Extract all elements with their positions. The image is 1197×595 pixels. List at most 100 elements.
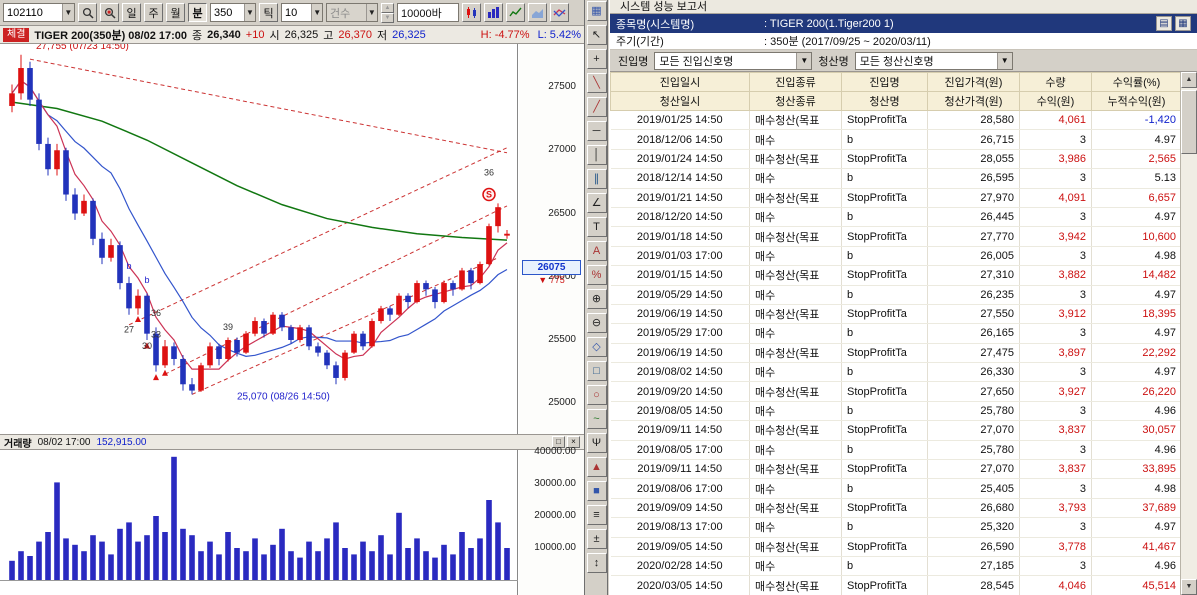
chevron-down-icon[interactable]: ▼ <box>244 4 255 21</box>
minute-input[interactable] <box>211 4 245 21</box>
col-qty[interactable]: 수량 <box>1019 72 1092 92</box>
minute-combo[interactable]: ▼ <box>210 3 256 22</box>
table-row[interactable]: 2019/01/15 14:50 매수청산(목표 StopProfitTa 27,31… <box>610 265 1180 286</box>
bar-chart-button[interactable] <box>484 3 503 22</box>
chart-search-button[interactable] <box>100 3 119 22</box>
print-icon[interactable]: ▤ <box>1156 16 1172 31</box>
price-axis[interactable]: 27500 27000 26500 26000 25500 25000 26075 ▼ 775 <box>519 44 584 434</box>
scroll-down-icon[interactable]: ▼ <box>1181 579 1197 595</box>
table-row[interactable]: 2019/08/02 14:50 매수 b 26,330 3 4.97 <box>610 362 1180 383</box>
period-day-button[interactable]: 일 <box>122 3 141 22</box>
area-chart-button[interactable] <box>528 3 547 22</box>
line-chart-button[interactable] <box>506 3 525 22</box>
symbol-input[interactable] <box>4 4 62 21</box>
col-entry-type[interactable]: 진입종류 <box>749 72 842 92</box>
crosshair-icon[interactable]: + <box>586 49 607 69</box>
angle-line-icon[interactable]: ∠ <box>586 193 607 213</box>
volume-axis[interactable]: 40000.00 30000.00 20000.00 10000.00 <box>519 446 584 595</box>
chevron-down-icon[interactable]: ▼ <box>61 4 74 21</box>
table-row[interactable]: 2019/09/05 14:50 매수청산(목표 StopProfitTa 26,59… <box>610 537 1180 557</box>
table-row[interactable]: 2020/02/28 14:50 매수 b 27,185 3 4.96 <box>610 556 1180 577</box>
price-plot[interactable]: 27,755 (07/23 14:50) 25,070 (08/26 14:50)… <box>0 41 518 434</box>
square-marker-icon[interactable]: ■ <box>586 481 607 501</box>
col-entry-price[interactable]: 진입가격(원) <box>927 72 1020 92</box>
table-row[interactable]: 2018/12/20 14:50 매수 b 26,445 3 4.97 <box>610 207 1180 228</box>
table-row[interactable]: 2018/12/14 14:50 매수 b 26,595 3 5.13 <box>610 168 1180 189</box>
scroll-up-icon[interactable]: ▲ <box>1181 72 1197 88</box>
table-row[interactable]: 2018/12/06 14:50 매수 b 26,715 3 4.97 <box>610 129 1180 150</box>
period-minute-button[interactable]: 분 <box>188 3 207 22</box>
triangle-marker-icon[interactable]: ▲ <box>586 457 607 477</box>
exit-filter-combo[interactable]: 모든 청산신호명 ▼ <box>854 51 1013 70</box>
col-cum-profit[interactable]: 누적수익(원) <box>1091 91 1180 111</box>
vertical-line-icon[interactable]: │ <box>586 145 607 165</box>
chart-tab[interactable]: 체결 <box>3 27 30 42</box>
pitchfork-icon[interactable]: Ψ <box>586 433 607 453</box>
table-row[interactable]: 2019/05/29 14:50 매수 b 26,235 3 4.97 <box>610 285 1180 305</box>
diamond-marker-icon[interactable]: ◇ <box>586 337 607 357</box>
table-row[interactable]: 2019/08/06 17:00 매수 b 25,405 3 4.98 <box>610 478 1180 499</box>
text-tool-icon[interactable]: T <box>586 217 607 237</box>
col-profit[interactable]: 수익(원) <box>1019 91 1092 111</box>
chevron-down-icon[interactable]: ▼ <box>311 4 322 21</box>
plus-minus-icon[interactable]: ± <box>586 529 607 549</box>
col-entry-date[interactable]: 진입일시 <box>610 72 750 92</box>
chevron-down-icon[interactable]: ▼ <box>796 52 812 69</box>
tick-button[interactable]: 틱 <box>259 3 278 22</box>
table-row[interactable]: 2019/06/19 14:50 매수청산(목표 StopProfitTa 27,55… <box>610 304 1180 325</box>
chevron-down-icon[interactable]: ▼ <box>996 52 1012 69</box>
table-row[interactable]: 2019/08/05 17:00 매수 b 25,780 3 4.96 <box>610 440 1180 461</box>
zoom-out-icon[interactable]: ⊖ <box>586 313 607 333</box>
table-row[interactable]: 2019/09/09 14:50 매수청산(목표 StopProfitTa 26,68… <box>610 498 1180 519</box>
trendline-down-icon[interactable]: ╲ <box>586 73 607 93</box>
export-icon[interactable]: ▦ <box>1175 16 1191 31</box>
fibonacci-icon[interactable]: ≡ <box>586 505 607 525</box>
table-row[interactable]: 2019/08/05 14:50 매수 b 25,780 3 4.96 <box>610 401 1180 422</box>
period-week-button[interactable]: 주 <box>144 3 163 22</box>
chart-grid-icon[interactable]: ▦ <box>586 1 607 21</box>
compare-chart-button[interactable] <box>550 3 569 22</box>
table-row[interactable]: 2019/01/18 14:50 매수청산(목표 StopProfitTa 27,77… <box>610 226 1180 247</box>
table-row[interactable]: 2019/09/11 14:50 매수청산(목표 StopProfitTa 27,07… <box>610 459 1180 480</box>
restore-icon[interactable]: □ <box>552 436 565 448</box>
wave-icon[interactable]: ~ <box>586 409 607 429</box>
rect-marker-icon[interactable]: □ <box>586 361 607 381</box>
bars-field[interactable]: 10000바 <box>397 3 459 22</box>
stock-search-button[interactable] <box>78 3 97 22</box>
entry-filter-combo[interactable]: 모든 진입신호명 ▼ <box>654 51 813 70</box>
col-exit-name[interactable]: 청산명 <box>841 91 928 111</box>
table-row[interactable]: 2019/01/24 14:50 매수청산(목표 StopProfitTa 28,05… <box>610 149 1180 170</box>
symbol-combo[interactable]: ▼ <box>3 3 75 22</box>
col-entry-name[interactable]: 진입명 <box>841 72 928 92</box>
parallel-channel-icon[interactable]: ∥ <box>586 169 607 189</box>
close-icon[interactable]: × <box>567 436 580 448</box>
tick-count-input[interactable] <box>282 4 312 21</box>
scroll-tool-icon[interactable]: ↕ <box>586 553 607 573</box>
circle-marker-icon[interactable]: ○ <box>586 385 607 405</box>
period-month-button[interactable]: 월 <box>166 3 185 22</box>
table-row[interactable]: 2019/01/21 14:50 매수청산(목표 StopProfitTa 27,97… <box>610 188 1180 208</box>
candle-chart-button[interactable] <box>462 3 481 22</box>
cursor-icon[interactable]: ↖ <box>586 25 607 45</box>
table-row[interactable]: 2020/03/05 14:50 매수청산(목표 StopProfitTa 28,54… <box>610 575 1180 595</box>
annotation-icon[interactable]: A <box>586 241 607 261</box>
table-row[interactable]: 2019/06/19 14:50 매수청산(목표 StopProfitTa 27,47… <box>610 343 1180 364</box>
volume-plot[interactable] <box>0 450 518 595</box>
tick-count-combo[interactable]: ▼ <box>281 3 323 22</box>
scroll-thumb[interactable] <box>1181 90 1197 154</box>
trendline-up-icon[interactable]: ╱ <box>586 97 607 117</box>
horizontal-line-icon[interactable]: ─ <box>586 121 607 141</box>
table-row[interactable]: 2019/05/29 17:00 매수 b 26,165 3 4.97 <box>610 323 1180 344</box>
col-exit-date[interactable]: 청산일시 <box>610 91 750 111</box>
col-exit-type[interactable]: 청산종류 <box>749 91 842 111</box>
zoom-in-icon[interactable]: ⊕ <box>586 289 607 309</box>
percent-retracement-icon[interactable]: % <box>586 265 607 285</box>
table-scrollbar[interactable]: ▲ ▼ <box>1180 72 1197 595</box>
table-row[interactable]: 2019/09/11 14:50 매수청산(목표 StopProfitTa 27,07… <box>610 420 1180 441</box>
col-exit-price[interactable]: 청산가격(원) <box>927 91 1020 111</box>
table-row[interactable]: 2019/08/13 17:00 매수 b 25,320 3 4.97 <box>610 517 1180 538</box>
col-return[interactable]: 수익률(%) <box>1091 72 1180 92</box>
table-row[interactable]: 2019/01/25 14:50 매수청산(목표 StopProfitTa 28,58… <box>610 110 1180 131</box>
table-row[interactable]: 2019/01/03 17:00 매수 b 26,005 3 4.98 <box>610 246 1180 267</box>
table-row[interactable]: 2019/09/20 14:50 매수청산(목표 StopProfitTa 27,65… <box>610 381 1180 402</box>
